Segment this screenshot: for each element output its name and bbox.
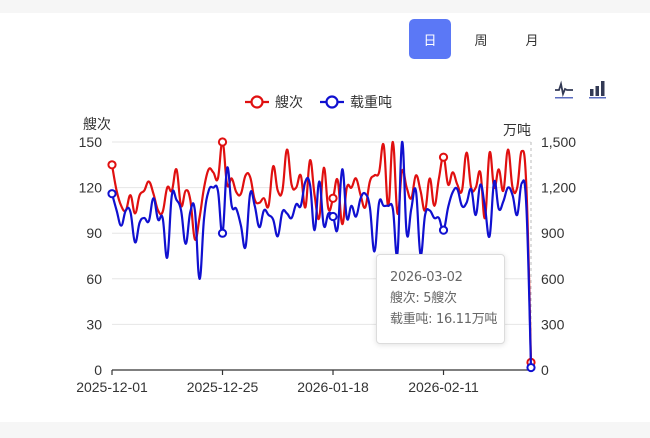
- ships-data-point[interactable]: [438, 152, 449, 162]
- tonnage-data-point[interactable]: [107, 189, 117, 199]
- ships-data-point[interactable]: [107, 160, 117, 170]
- ships-data-point[interactable]: [328, 193, 338, 203]
- tonnage-data-point[interactable]: [328, 211, 338, 222]
- y-left-tick-label: 0: [94, 362, 102, 378]
- bar-chart-icon[interactable]: [587, 78, 609, 100]
- period-tab-1[interactable]: 周: [474, 33, 488, 49]
- y-left-tick-label: 120: [79, 180, 103, 196]
- tonnage-data-point[interactable]: [217, 228, 228, 238]
- legend-label: 艘次: [275, 95, 303, 111]
- tonnage-data-point[interactable]: [438, 225, 449, 235]
- series-ships-line[interactable]: [110, 140, 533, 363]
- period-tabs: 日周月: [409, 19, 562, 59]
- x-tick-label: 2025-12-25: [187, 379, 259, 395]
- chart-toolbox: [553, 78, 609, 100]
- y-left-tick-label: 30: [86, 316, 102, 332]
- tooltip-tonnage: 载重吨: 16.11万吨: [390, 312, 498, 327]
- chart-tooltip: 2026-03-02 艘次: 5艘次 载重吨: 16.11万吨: [376, 254, 505, 344]
- legend-item-1[interactable]: 载重吨: [320, 95, 392, 111]
- x-tick-label: 2025-12-01: [76, 379, 148, 395]
- x-tick-label: 2026-02-11: [408, 379, 479, 395]
- legend-label: 载重吨: [350, 95, 392, 111]
- y-left-tick-label: 60: [86, 271, 102, 287]
- y-left-tick-label: 150: [79, 134, 103, 150]
- page-footer-band: [0, 422, 650, 438]
- y-right-tick-label: 600: [541, 271, 565, 287]
- tooltip-date: 2026-03-02: [390, 270, 463, 285]
- x-tick-label: 2026-01-18: [297, 379, 369, 395]
- y-right-tick-label: 0: [541, 362, 549, 378]
- line-chart-icon[interactable]: [553, 78, 575, 100]
- tonnage-data-point[interactable]: [526, 362, 536, 373]
- y-left-axis-name: 艘次: [83, 117, 111, 133]
- period-tab-0[interactable]: 日: [409, 19, 451, 59]
- y-right-tick-label: 1,200: [541, 180, 576, 196]
- y-right-tick-label: 1,500: [541, 134, 576, 150]
- y-right-tick-label: 300: [541, 316, 565, 332]
- legend-item-0[interactable]: 艘次: [245, 95, 303, 111]
- tooltip-ships: 艘次: 5艘次: [390, 291, 457, 306]
- period-tab-2[interactable]: 月: [525, 33, 539, 49]
- y-left-tick-label: 90: [86, 225, 102, 241]
- chart-card: [0, 13, 650, 422]
- y-right-tick-label: 900: [541, 225, 565, 241]
- ships-data-point[interactable]: [217, 137, 228, 147]
- series-tonnage-line[interactable]: [110, 140, 533, 368]
- y-right-axis-name: 万吨: [503, 123, 531, 139]
